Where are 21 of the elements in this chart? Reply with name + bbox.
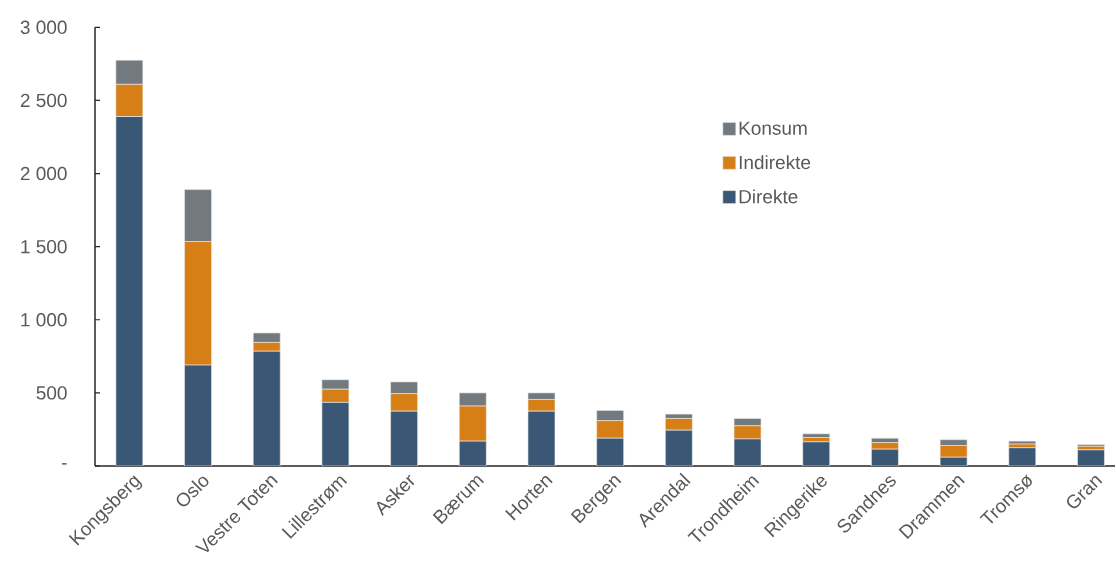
y-tick-label: 2 000 xyxy=(20,166,67,181)
bar xyxy=(665,429,693,466)
bar xyxy=(184,364,212,466)
y-tick-label: 2 500 xyxy=(20,93,67,108)
legend-label: Direkte xyxy=(739,189,798,204)
bar xyxy=(1008,443,1037,449)
y-tick-label: 1 500 xyxy=(21,239,67,254)
legend-label: Indirekte xyxy=(739,155,811,170)
bar xyxy=(115,116,144,466)
bar xyxy=(390,410,418,466)
bar xyxy=(802,433,831,438)
y-tick-label: 3 000 xyxy=(20,20,67,35)
y-tick-label: 500 xyxy=(36,386,67,400)
bar xyxy=(871,442,899,450)
bar xyxy=(252,350,281,466)
legend-label: Konsum xyxy=(739,121,807,135)
bar xyxy=(596,437,624,466)
x-tick-label: Oslo xyxy=(176,476,209,507)
y-tick-label: - xyxy=(61,463,67,465)
y-tick-label: 1 000 xyxy=(21,313,67,327)
bar xyxy=(321,402,350,466)
